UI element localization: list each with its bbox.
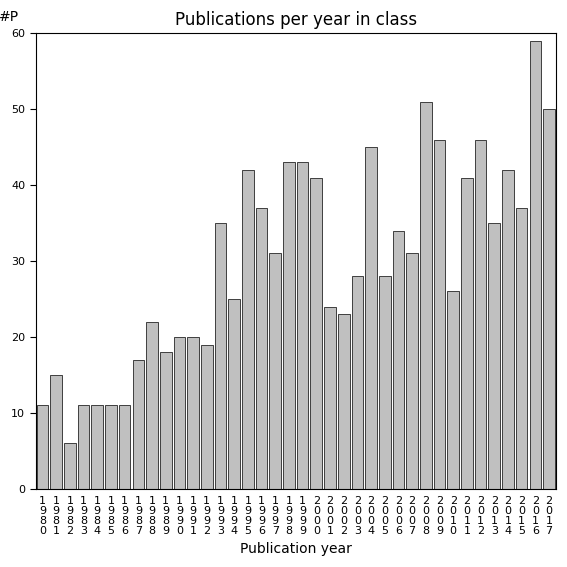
Bar bbox=[215, 223, 226, 489]
Bar bbox=[187, 337, 199, 489]
Bar bbox=[256, 208, 268, 489]
Bar bbox=[461, 177, 473, 489]
Bar bbox=[516, 208, 527, 489]
Bar bbox=[502, 170, 514, 489]
Bar bbox=[91, 405, 103, 489]
Bar bbox=[311, 177, 322, 489]
Bar bbox=[352, 276, 363, 489]
Bar bbox=[392, 231, 404, 489]
Bar bbox=[105, 405, 117, 489]
Bar bbox=[78, 405, 90, 489]
Bar bbox=[338, 314, 349, 489]
Bar bbox=[324, 307, 336, 489]
Bar bbox=[420, 101, 431, 489]
Bar bbox=[269, 253, 281, 489]
Bar bbox=[146, 321, 158, 489]
Bar bbox=[475, 139, 486, 489]
Bar bbox=[447, 291, 459, 489]
Bar bbox=[379, 276, 391, 489]
Bar bbox=[229, 299, 240, 489]
Bar bbox=[365, 147, 377, 489]
Bar bbox=[242, 170, 253, 489]
Bar bbox=[434, 139, 445, 489]
Bar bbox=[37, 405, 48, 489]
Bar bbox=[297, 162, 308, 489]
Bar bbox=[543, 109, 555, 489]
Bar bbox=[174, 337, 185, 489]
Bar bbox=[50, 375, 62, 489]
Bar bbox=[530, 41, 541, 489]
X-axis label: Publication year: Publication year bbox=[240, 542, 352, 556]
Bar bbox=[64, 443, 76, 489]
Title: Publications per year in class: Publications per year in class bbox=[175, 11, 417, 29]
Bar bbox=[119, 405, 130, 489]
Bar bbox=[201, 345, 213, 489]
Bar bbox=[133, 359, 144, 489]
Bar bbox=[283, 162, 295, 489]
Text: #P: #P bbox=[0, 10, 19, 24]
Bar bbox=[160, 352, 172, 489]
Bar bbox=[407, 253, 418, 489]
Bar bbox=[488, 223, 500, 489]
